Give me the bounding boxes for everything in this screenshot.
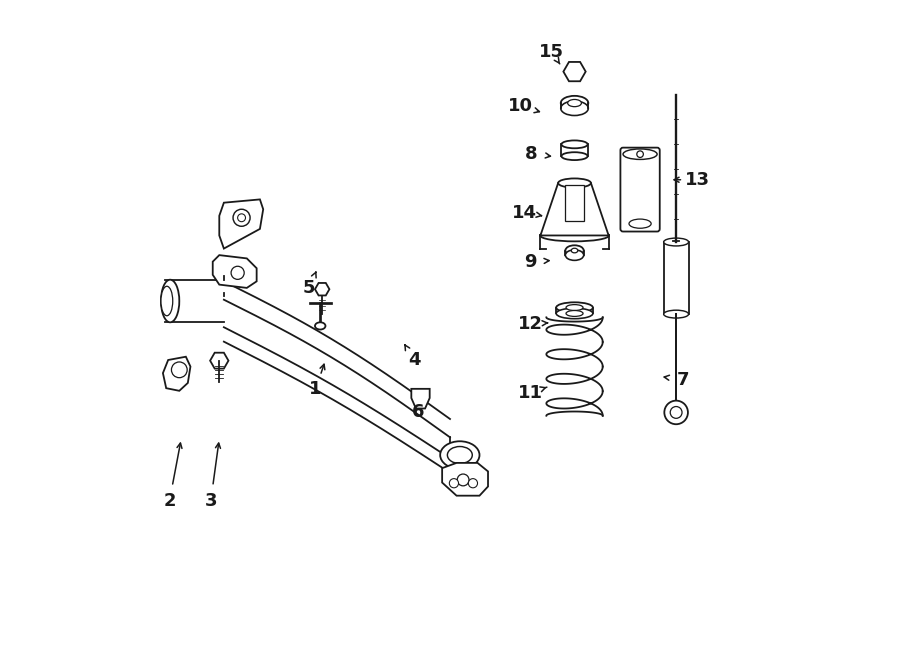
Text: 3: 3 xyxy=(204,492,217,510)
Ellipse shape xyxy=(565,245,584,256)
Circle shape xyxy=(664,401,688,424)
Ellipse shape xyxy=(629,219,652,228)
FancyBboxPatch shape xyxy=(620,147,660,231)
Polygon shape xyxy=(212,255,256,288)
Ellipse shape xyxy=(562,140,588,148)
Ellipse shape xyxy=(568,99,581,106)
Polygon shape xyxy=(315,283,329,295)
Ellipse shape xyxy=(447,447,473,463)
Text: 7: 7 xyxy=(677,371,688,389)
Circle shape xyxy=(468,479,478,488)
Ellipse shape xyxy=(566,311,583,317)
Ellipse shape xyxy=(561,101,589,116)
FancyBboxPatch shape xyxy=(564,184,584,221)
Circle shape xyxy=(416,393,425,402)
Text: 12: 12 xyxy=(518,315,543,333)
Ellipse shape xyxy=(561,96,589,110)
Ellipse shape xyxy=(161,280,179,323)
Circle shape xyxy=(670,407,682,418)
Circle shape xyxy=(238,214,246,221)
Text: 1: 1 xyxy=(310,381,322,399)
Ellipse shape xyxy=(558,178,591,188)
Ellipse shape xyxy=(623,149,657,159)
Text: 6: 6 xyxy=(412,403,425,422)
Polygon shape xyxy=(411,389,429,408)
Text: 5: 5 xyxy=(302,279,315,297)
Ellipse shape xyxy=(315,323,326,330)
Text: 2: 2 xyxy=(163,492,176,510)
Ellipse shape xyxy=(663,310,688,318)
Polygon shape xyxy=(541,183,608,235)
Circle shape xyxy=(449,479,458,488)
Circle shape xyxy=(231,266,244,280)
Text: 8: 8 xyxy=(525,145,537,163)
Text: 13: 13 xyxy=(685,171,710,189)
Circle shape xyxy=(637,151,643,157)
Ellipse shape xyxy=(161,286,173,316)
Ellipse shape xyxy=(663,238,688,246)
Ellipse shape xyxy=(566,305,583,311)
Polygon shape xyxy=(442,463,488,496)
Circle shape xyxy=(233,210,250,226)
Circle shape xyxy=(171,362,187,377)
Text: 15: 15 xyxy=(539,43,564,61)
Circle shape xyxy=(457,474,469,486)
Ellipse shape xyxy=(556,308,593,319)
Ellipse shape xyxy=(572,249,578,253)
Text: 14: 14 xyxy=(511,204,536,221)
Polygon shape xyxy=(563,62,586,81)
Ellipse shape xyxy=(440,442,480,469)
Polygon shape xyxy=(163,357,191,391)
Polygon shape xyxy=(220,200,263,249)
Ellipse shape xyxy=(565,250,584,260)
Circle shape xyxy=(569,65,580,77)
FancyBboxPatch shape xyxy=(663,242,688,314)
Text: 4: 4 xyxy=(408,351,420,369)
Text: 10: 10 xyxy=(508,97,534,115)
Ellipse shape xyxy=(540,229,609,241)
Text: 9: 9 xyxy=(525,253,537,270)
Polygon shape xyxy=(210,353,229,369)
Text: 11: 11 xyxy=(518,384,543,402)
Ellipse shape xyxy=(562,152,588,160)
Ellipse shape xyxy=(556,302,593,313)
